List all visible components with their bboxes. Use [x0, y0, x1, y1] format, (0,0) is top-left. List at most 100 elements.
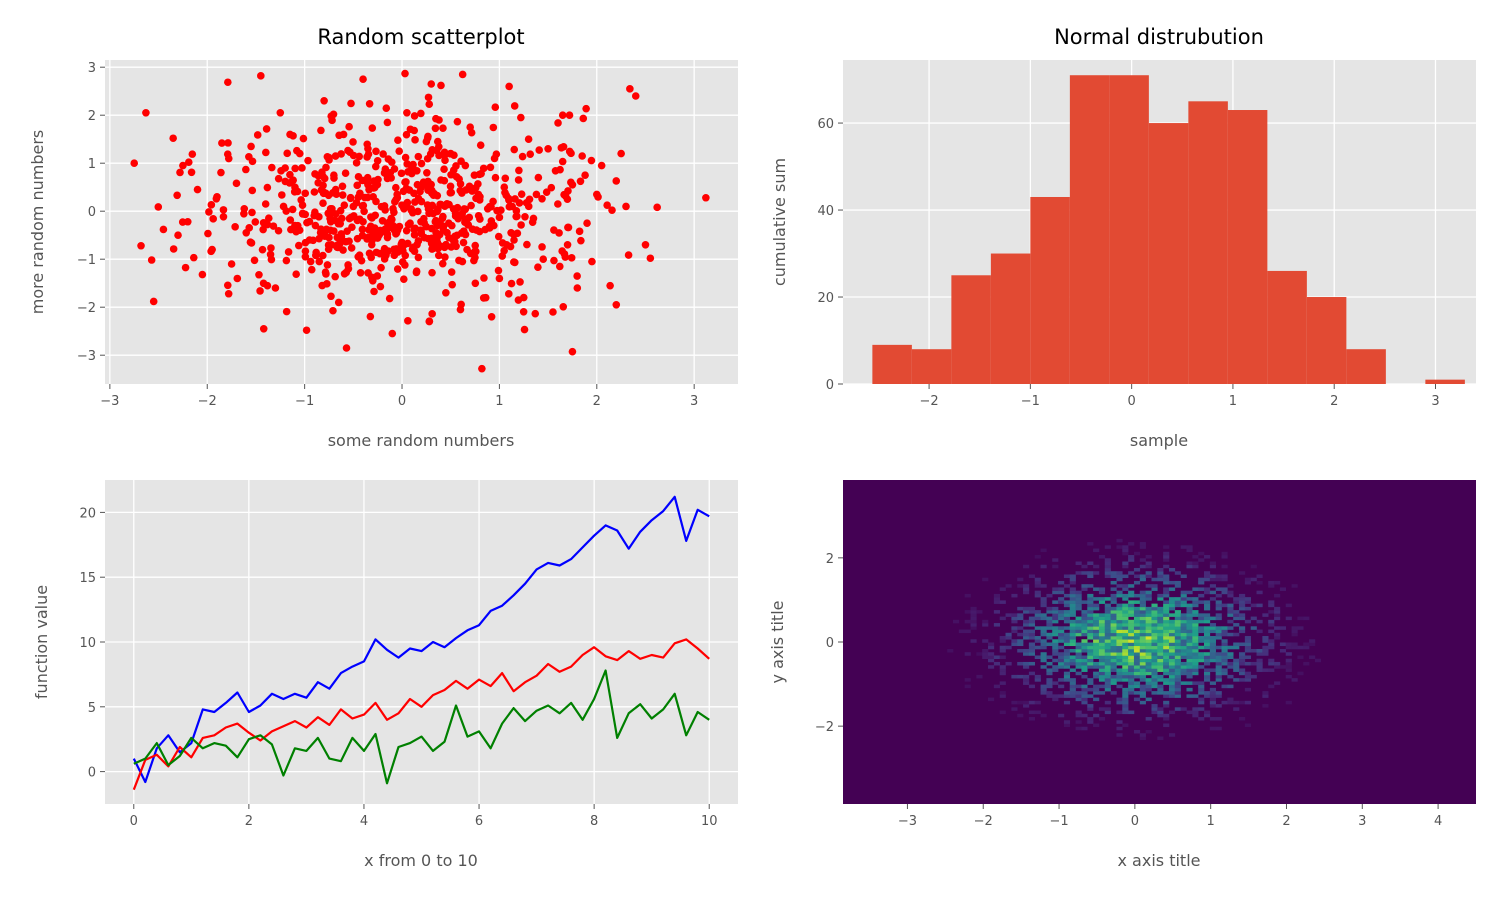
heatmap-cell	[1192, 629, 1199, 634]
scatter-point	[579, 114, 588, 123]
heatmap-cell	[1104, 648, 1111, 653]
heatmap-cell	[970, 606, 977, 611]
heatmap-cell	[1186, 548, 1193, 553]
heatmap-cell	[1204, 619, 1211, 624]
heatmap-cell	[1145, 658, 1152, 663]
heatmap-cell	[1081, 694, 1088, 698]
heatmap-cell	[1116, 636, 1123, 640]
heatmap-cell	[970, 639, 977, 643]
heatmap-cell	[1058, 629, 1065, 634]
heatmap-cell	[988, 642, 995, 647]
scatter-point	[559, 302, 568, 311]
heatmap-cell	[1040, 691, 1047, 695]
heatmap-cell	[1017, 674, 1024, 679]
heatmap-cell	[1040, 655, 1047, 659]
heatmap-cell	[1268, 629, 1275, 634]
scatter-point	[445, 233, 453, 242]
heatmap-cell	[1174, 665, 1181, 669]
heatmap-cell	[1093, 639, 1100, 643]
scatter-point	[560, 190, 568, 199]
heatmap-cell	[1163, 603, 1170, 608]
heatmap-cell	[1279, 648, 1287, 653]
scatter-point	[427, 189, 436, 198]
heatmap-cell	[1157, 593, 1164, 598]
heatmap-cell	[1098, 648, 1106, 653]
heatmap-cell	[1309, 639, 1316, 643]
heatmap-cell	[1122, 674, 1129, 679]
scatter-point	[325, 210, 334, 218]
scatter-point	[631, 92, 640, 100]
heatmap-cell	[1017, 639, 1024, 643]
heatmap-cell	[1163, 671, 1170, 676]
scatter-point	[329, 110, 338, 119]
scatter-point	[355, 215, 364, 224]
scatter-point	[340, 269, 349, 278]
scatter-point	[399, 187, 408, 196]
heatmap-cell	[1116, 629, 1123, 634]
x-tick-label: 0	[1128, 394, 1136, 409]
heatmap-cell	[1040, 639, 1047, 643]
heatmap-cell	[1063, 642, 1071, 647]
scatter-point	[289, 132, 297, 140]
heatmap-cell	[1262, 613, 1269, 617]
heatmap-cell	[999, 648, 1006, 653]
scatter-point	[363, 140, 372, 149]
heatmap-cell	[970, 619, 977, 624]
scatter-point	[310, 188, 319, 196]
heatmap-cell	[1157, 736, 1164, 740]
heatmap-cell	[1063, 671, 1071, 676]
heatmap-cell	[1104, 571, 1111, 575]
heatmap-cell	[993, 597, 1000, 601]
heatmap-cell	[1151, 707, 1158, 711]
scatter-point	[471, 279, 480, 288]
heatmap-cell	[1268, 603, 1275, 608]
heatmap-cell	[1063, 652, 1071, 656]
histogram-bar	[951, 275, 991, 384]
heatmap-cell	[1168, 636, 1176, 640]
heatmap-cell	[1122, 629, 1129, 634]
heatmap-cell	[1046, 593, 1053, 598]
heatmap-cell	[1104, 652, 1111, 656]
heatmap-cell	[1116, 610, 1123, 614]
heatmap-cell	[1104, 687, 1111, 692]
heatmap-cell	[1239, 658, 1246, 663]
heatmap-cell	[1034, 610, 1041, 614]
histogram-bar	[1267, 270, 1307, 384]
heatmap-cell	[1163, 636, 1170, 640]
scatter-point	[468, 225, 477, 233]
scatter-point	[626, 85, 634, 93]
heatmap-cell	[1186, 655, 1193, 659]
heatmap-cell	[1233, 613, 1240, 617]
heatmap-cell	[1011, 593, 1018, 598]
heatmap-cell	[1046, 642, 1053, 647]
heatmap-cell	[1209, 629, 1216, 634]
heatmap-cell	[1268, 619, 1275, 624]
heatmap-cell	[1110, 658, 1117, 663]
scatter-point	[446, 182, 455, 191]
heatmap-cell	[1133, 632, 1141, 637]
scatter-point	[395, 147, 404, 155]
scatter-point	[366, 312, 375, 321]
heatmap-cell	[1110, 616, 1117, 621]
heatmap-cell	[1180, 623, 1187, 627]
heatmap-cell	[958, 629, 965, 634]
scatter-point	[458, 70, 467, 79]
scatter-point	[385, 294, 394, 303]
scatter-point	[323, 261, 332, 269]
scatter-point	[520, 325, 529, 334]
scatter-point	[563, 241, 572, 249]
heatmap-cell	[1133, 567, 1141, 572]
heatmap-cell	[1139, 597, 1146, 601]
heatmap-cell	[1163, 577, 1170, 582]
heatmap-cell	[1244, 655, 1251, 659]
heatmap-cell	[1098, 642, 1106, 647]
heatmap-cell	[1040, 687, 1047, 692]
heatmap-cell	[1139, 684, 1146, 689]
heatmap-cell	[1163, 623, 1170, 627]
heatmap-cell	[1303, 642, 1310, 647]
heatmap-cell	[1023, 610, 1030, 614]
heatmap-cell	[1052, 558, 1059, 562]
heatmap-cell	[1069, 603, 1076, 608]
heatmap-cell	[1063, 584, 1071, 588]
